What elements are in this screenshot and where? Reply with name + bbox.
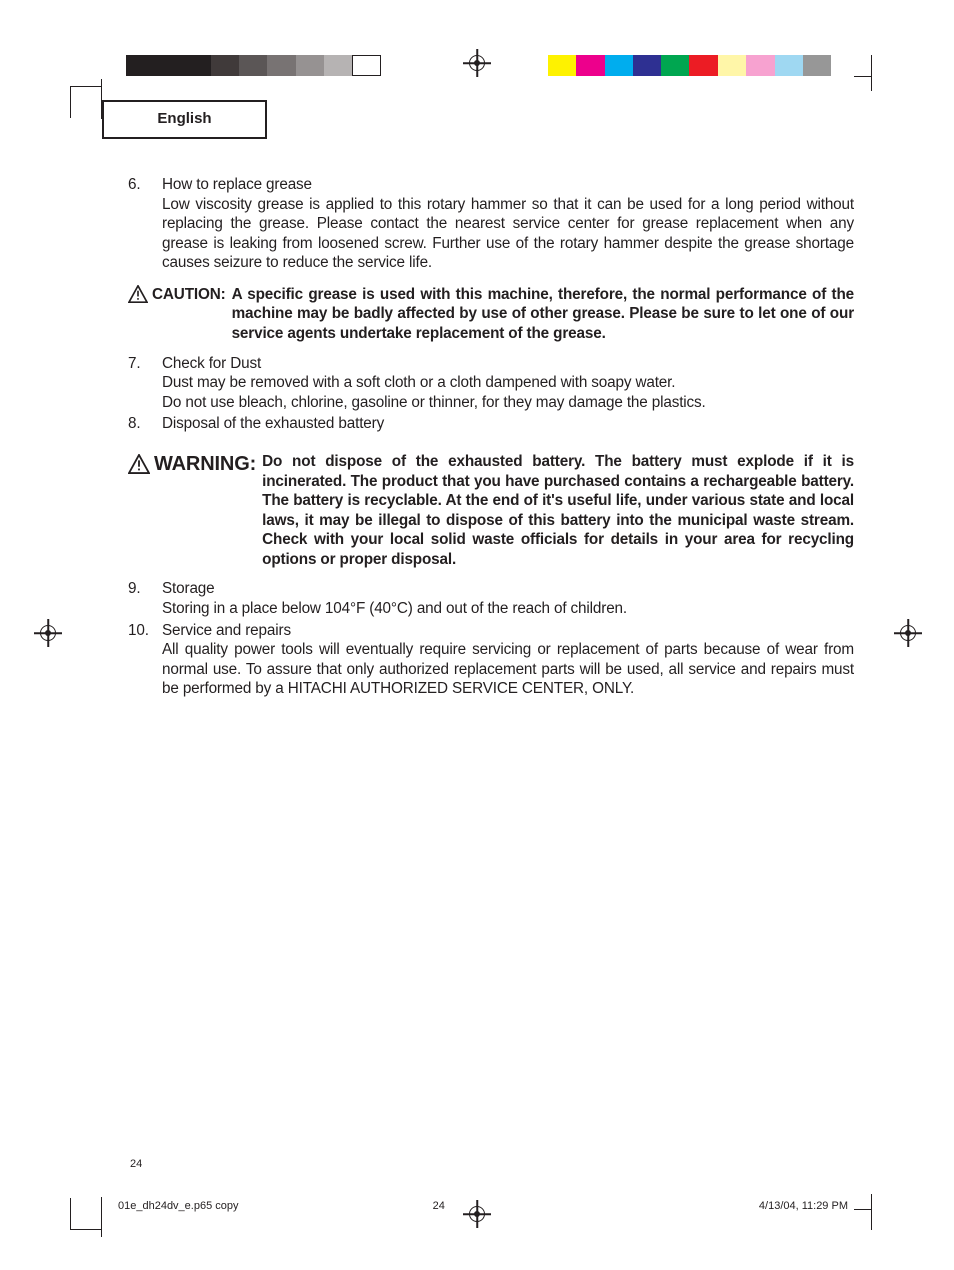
item-title: Service and repairs bbox=[162, 621, 854, 641]
print-footer: 01e_dh24dv_e.p65 copy 24 4/13/04, 11:29 … bbox=[118, 1200, 848, 1212]
item-body: Dust may be removed with a soft cloth or… bbox=[162, 373, 854, 393]
item-number: 7. bbox=[128, 354, 162, 413]
language-header: English bbox=[102, 100, 267, 139]
list-item: 8. Disposal of the exhausted battery bbox=[128, 414, 854, 434]
notice-body: A specific grease is used with this mach… bbox=[232, 285, 854, 344]
page-content: English 6. How to replace grease Low vis… bbox=[100, 100, 862, 701]
item-title: Storage bbox=[162, 579, 854, 599]
grayscale-calibration-bar bbox=[126, 55, 381, 76]
item-body: All quality power tools will eventually … bbox=[162, 640, 854, 699]
list-item: 9. Storage Storing in a place below 104°… bbox=[128, 579, 854, 618]
warning-notice: WARNING: Do not dispose of the exhausted… bbox=[128, 452, 854, 569]
crop-mark-icon bbox=[854, 76, 872, 77]
warning-triangle-icon bbox=[128, 454, 150, 474]
crop-mark-icon bbox=[871, 1194, 872, 1230]
footer-datetime: 4/13/04, 11:29 PM bbox=[759, 1200, 848, 1212]
item-body: Do not use bleach, chlorine, gasoline or… bbox=[162, 393, 854, 413]
item-number: 10. bbox=[128, 621, 162, 699]
notice-label: CAUTION: bbox=[152, 285, 226, 305]
footer-filename: 01e_dh24dv_e.p65 copy bbox=[118, 1200, 239, 1212]
registration-mark-icon bbox=[469, 55, 485, 71]
notice-label: WARNING: bbox=[154, 452, 256, 474]
registration-mark-icon bbox=[40, 625, 56, 641]
list-item: 6. How to replace grease Low viscosity g… bbox=[128, 175, 854, 273]
crop-mark-icon bbox=[854, 1209, 872, 1210]
footer-page: 24 bbox=[433, 1200, 445, 1212]
item-title: Disposal of the exhausted battery bbox=[162, 414, 854, 434]
list-item: 7. Check for Dust Dust may be removed wi… bbox=[128, 354, 854, 413]
list-item: 10. Service and repairs All quality powe… bbox=[128, 621, 854, 699]
item-body: Storing in a place below 104°F (40°C) an… bbox=[162, 599, 854, 619]
item-title: How to replace grease bbox=[162, 175, 854, 195]
crop-mark-icon bbox=[871, 55, 872, 91]
crop-mark-icon bbox=[70, 1198, 102, 1230]
item-body: Low viscosity grease is applied to this … bbox=[162, 195, 854, 273]
caution-notice: CAUTION: A specific grease is used with … bbox=[128, 285, 854, 344]
color-calibration-bar bbox=[718, 55, 831, 76]
registration-mark-icon bbox=[900, 625, 916, 641]
crop-mark-icon bbox=[70, 86, 102, 118]
item-number: 8. bbox=[128, 414, 162, 434]
item-number: 9. bbox=[128, 579, 162, 618]
item-number: 6. bbox=[128, 175, 162, 273]
color-calibration-bar bbox=[548, 55, 718, 76]
page-number: 24 bbox=[130, 1158, 142, 1170]
item-title: Check for Dust bbox=[162, 354, 854, 374]
caution-triangle-icon bbox=[128, 285, 148, 303]
notice-body: Do not dispose of the exhausted battery.… bbox=[262, 452, 854, 569]
